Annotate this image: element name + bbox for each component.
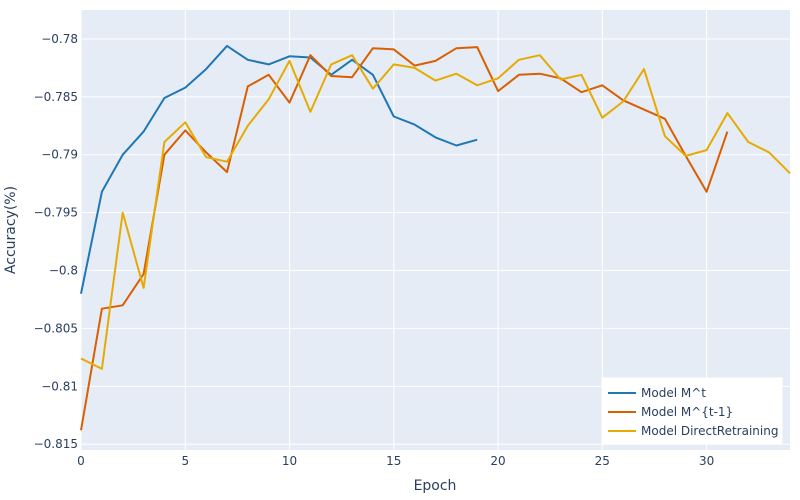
y-tick-label: −0.81: [41, 379, 78, 393]
x-tick-label: 30: [699, 454, 714, 468]
series-lines: [80, 44, 791, 431]
legend-label-3: Model DirectRetraining: [641, 424, 778, 438]
legend: Model M^t Model M^{t-1} Model DirectRetrai…: [601, 377, 783, 445]
plot-area: [81, 10, 790, 450]
x-tick-label: 15: [386, 454, 401, 468]
y-tick-label: −0.79: [41, 148, 78, 162]
x-gridlines: [80, 10, 708, 450]
y-tick-label: −0.785: [34, 90, 78, 104]
x-tick-label: 0: [77, 454, 85, 468]
y-gridlines: [81, 38, 790, 445]
x-axis-title: Epoch: [414, 478, 457, 494]
legend-label-1: Model M^t: [641, 386, 706, 400]
series-line-2: [80, 46, 729, 431]
x-tick-label: 10: [282, 454, 297, 468]
series-line-3: [80, 54, 791, 370]
x-tick-label: 5: [181, 454, 189, 468]
y-tick-label: −0.795: [34, 206, 78, 220]
x-tick-label: 20: [490, 454, 505, 468]
y-axis-title: Accuracy(%): [3, 186, 19, 274]
x-tick-labels: 0 5 10 15 20 25 30: [77, 454, 714, 468]
y-tick-labels: −0.78 −0.785 −0.79 −0.795 −0.8 −0.805 −0.81 −0.…: [34, 32, 78, 451]
y-tick-label: −0.805: [34, 321, 78, 335]
y-tick-label: −0.8: [49, 264, 78, 278]
x-tick-label: 25: [595, 454, 610, 468]
series-line-1: [80, 44, 478, 294]
legend-label-2: Model M^{t-1}: [641, 405, 733, 419]
y-tick-label: −0.815: [34, 437, 78, 451]
y-tick-label: −0.78: [41, 32, 78, 46]
